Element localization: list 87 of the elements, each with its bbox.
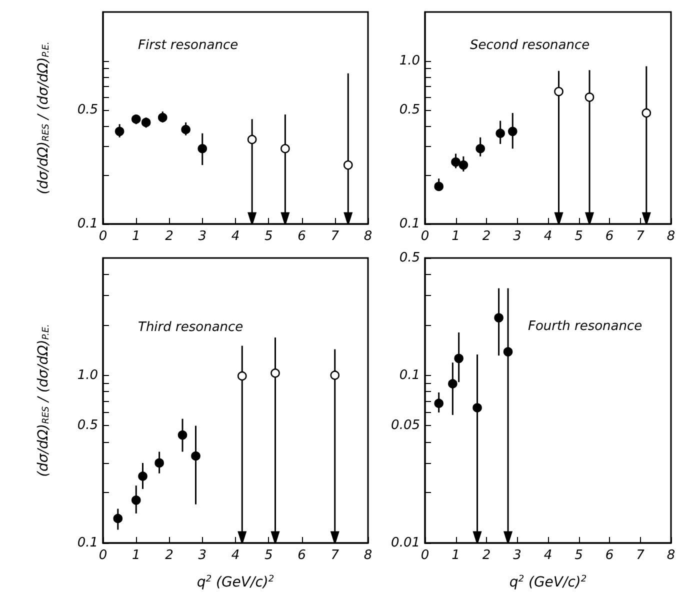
point <box>503 347 513 356</box>
y-tick-label: 0.05 <box>391 418 420 434</box>
text: Third resonance <box>138 320 244 335</box>
point <box>270 368 280 378</box>
x-tick-label: 3 <box>513 548 522 563</box>
y-tick-label: 0.01 <box>391 536 420 550</box>
point <box>141 118 151 128</box>
point <box>247 134 257 144</box>
point <box>434 398 444 408</box>
x-tick-label: 0 <box>98 229 108 244</box>
x-tick-label: 8 <box>364 229 372 244</box>
x-tick-label: 5 <box>574 548 583 563</box>
x-tick-label: 2 <box>165 548 174 563</box>
point <box>451 157 460 167</box>
x-tick-label: 5 <box>264 548 273 563</box>
point <box>178 430 188 440</box>
point <box>198 144 208 154</box>
point <box>154 458 164 468</box>
x-tick-label: 8 <box>364 548 372 563</box>
point <box>584 92 594 102</box>
x-tick-label: 5 <box>574 229 583 244</box>
x-tick-label: 4 <box>544 548 552 563</box>
x-tick-label: 5 <box>264 229 273 244</box>
point <box>434 182 444 192</box>
x-tick-label: 6 <box>298 229 306 244</box>
y-tick-label: 0.5 <box>77 418 98 434</box>
point <box>138 472 148 481</box>
x-tick-label: 1 <box>452 548 460 563</box>
x-tick-label: 3 <box>198 229 207 244</box>
y-tick-label: 1.0 <box>77 368 98 383</box>
point <box>114 126 124 136</box>
point <box>343 160 353 170</box>
x-tick-label: 6 <box>605 229 614 244</box>
x-tick-label: 1 <box>452 229 460 244</box>
x-tick-label: 7 <box>330 548 340 563</box>
x-tick-label: 2 <box>482 229 491 244</box>
point <box>472 403 482 412</box>
text: Fourth resonance <box>528 319 642 334</box>
y-axis-title: (dσ/dΩ)RES / (dσ/dΩ)P.E. <box>36 42 52 194</box>
x-tick-label: 6 <box>298 548 306 563</box>
y-tick-label: 0.1 <box>77 536 98 550</box>
point <box>448 379 458 388</box>
point <box>131 114 141 124</box>
text: Second resonance <box>470 38 590 53</box>
point <box>496 128 505 138</box>
x-tick-label: 7 <box>636 229 646 244</box>
y-tick-label: 0.1 <box>399 216 420 232</box>
x-tick-label: 6 <box>605 548 614 563</box>
x-tick-label: 7 <box>330 229 340 244</box>
point <box>158 112 168 122</box>
text: First resonance <box>138 38 238 53</box>
x-tick-label: 4 <box>544 229 552 244</box>
y-axis-title: (dσ/dΩ)RES / (dσ/dΩ)P.E. <box>36 324 52 477</box>
x-tick-label: 4 <box>231 229 240 244</box>
x-tick-label: 4 <box>231 548 240 563</box>
x-tick-label: 2 <box>165 229 174 244</box>
x-tick-label: 8 <box>666 548 676 563</box>
x-tick-label: 0 <box>98 548 108 563</box>
x-tick-label: 8 <box>666 229 676 244</box>
y-tick-label: 1.0 <box>399 54 420 69</box>
point <box>280 144 290 154</box>
x-tick-label: 7 <box>636 548 646 563</box>
x-tick-label: 1 <box>132 548 140 563</box>
y-tick-label: 0.5 <box>77 102 98 118</box>
y-tick-label: 0.1 <box>77 216 98 232</box>
point <box>131 496 141 505</box>
point <box>454 354 464 364</box>
point <box>113 514 123 524</box>
point <box>642 108 652 118</box>
x-tick-label: 3 <box>198 548 207 563</box>
point <box>458 160 468 170</box>
y-tick-label: 0.1 <box>399 368 420 383</box>
x-tick-label: 3 <box>513 229 522 244</box>
point <box>476 144 485 154</box>
y-tick-label: 0.5 <box>399 102 420 118</box>
point <box>554 86 564 96</box>
y-tick-label: 0.5 <box>399 250 420 266</box>
point <box>508 126 518 136</box>
point <box>191 451 200 461</box>
point <box>494 313 504 322</box>
point <box>181 124 190 134</box>
x-tick-label: 2 <box>482 548 491 563</box>
point <box>237 371 247 381</box>
x-tick-label: 0 <box>420 229 430 244</box>
x-tick-label: 0 <box>420 548 430 563</box>
x-tick-label: 1 <box>132 229 140 244</box>
point <box>330 370 340 380</box>
